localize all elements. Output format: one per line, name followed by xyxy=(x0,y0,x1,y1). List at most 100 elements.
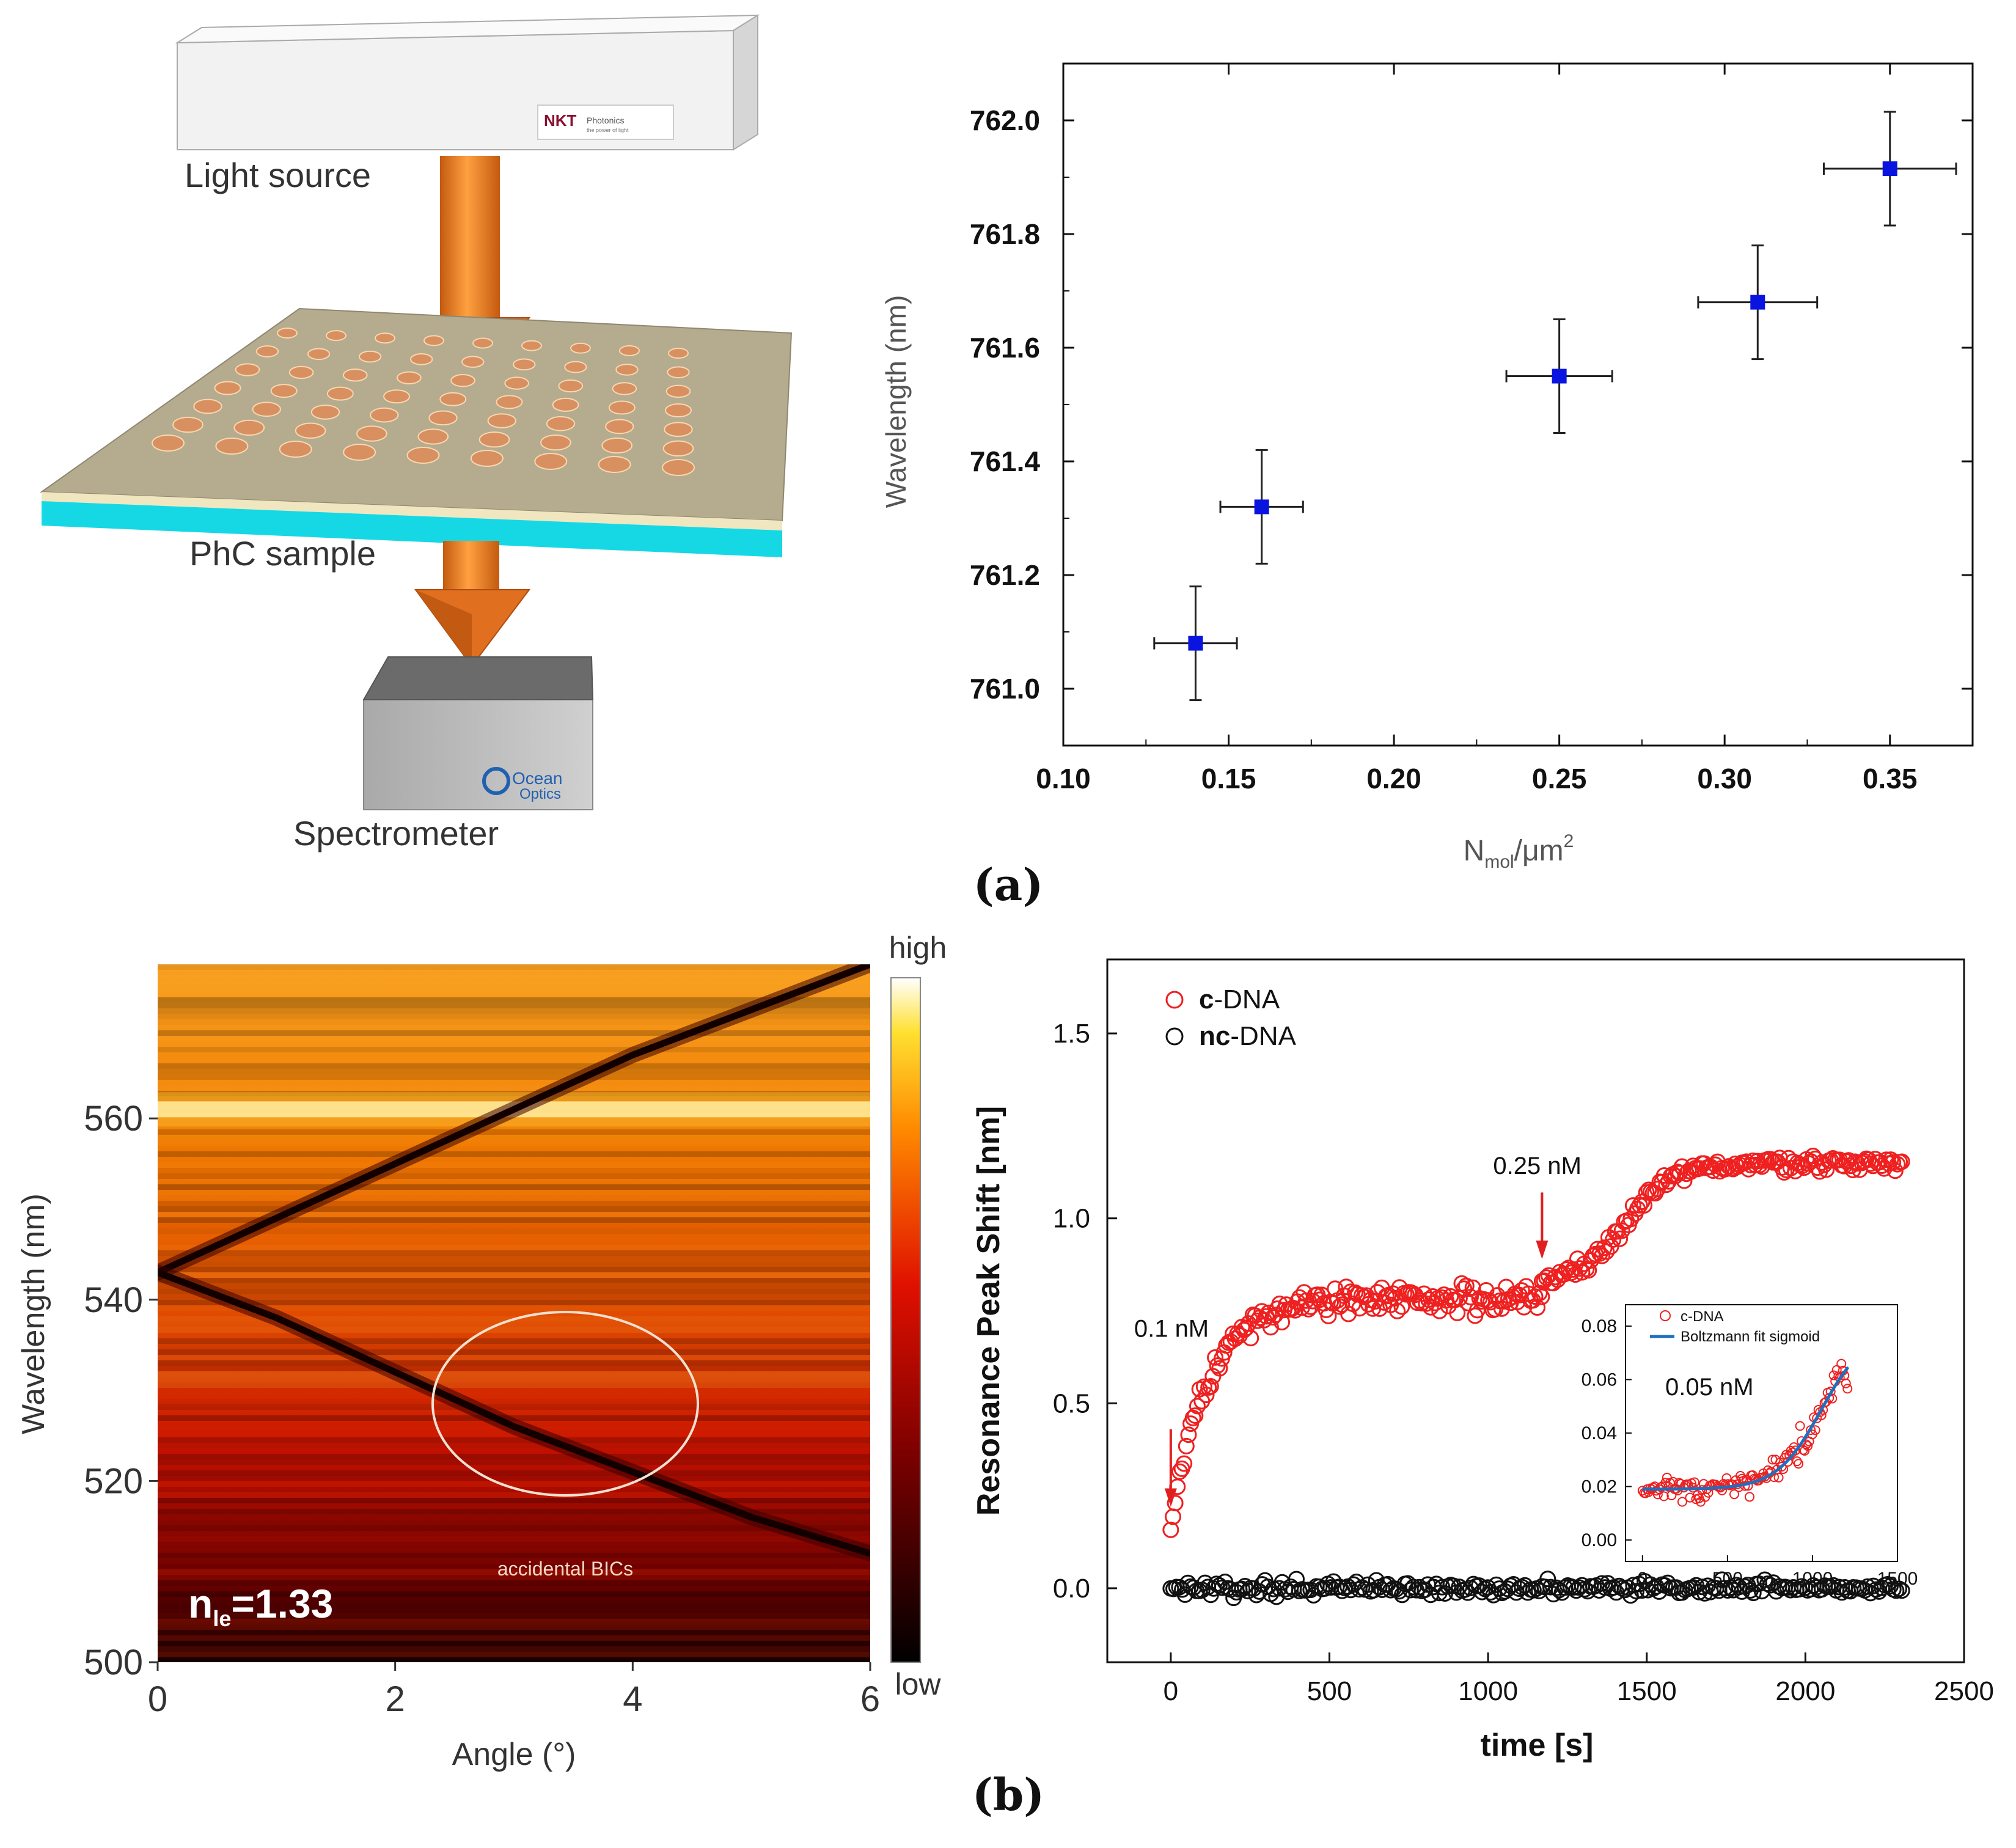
nc-dna-point xyxy=(1525,1582,1542,1599)
x-tick-label: 0.25 xyxy=(1532,763,1587,794)
phc-hole xyxy=(470,450,504,467)
kin-x-tick-label: 500 xyxy=(1307,1676,1352,1706)
heatmap-stripe xyxy=(158,1245,870,1250)
phc-hole xyxy=(558,379,584,393)
annotation-0-25nm: 0.25 nM xyxy=(1493,1153,1582,1179)
nc-dna-point xyxy=(1745,1585,1762,1602)
phc-hole xyxy=(665,384,691,398)
heatmap-stripe xyxy=(158,1047,870,1052)
phc-hole xyxy=(601,437,633,454)
phc-hole xyxy=(326,330,346,342)
c-dna-point xyxy=(1596,1239,1613,1256)
heatmap-stripe xyxy=(158,1481,870,1487)
inset-c-dna-point xyxy=(1803,1441,1813,1451)
phc-hole xyxy=(662,459,695,476)
inset-c-dna-point xyxy=(1795,1421,1805,1431)
inset-x-tick-label: 1500 xyxy=(1877,1569,1918,1589)
inset-c-dna-point xyxy=(1745,1492,1755,1502)
xlabel-sup: 2 xyxy=(1564,831,1574,851)
legend-label-bold: c xyxy=(1199,985,1214,1014)
c-dna-point xyxy=(1351,1300,1368,1317)
heatmap-stripe xyxy=(158,1366,870,1371)
heatmap-ylabel: Wavelength (nm) xyxy=(16,1194,51,1434)
kin-x-tick-label: 2500 xyxy=(1934,1676,1994,1706)
c-dna-point xyxy=(1747,1156,1764,1173)
heatmap-stripe xyxy=(158,1322,870,1327)
heatmap-stripe xyxy=(158,1371,870,1377)
inset-annotation: 0.05 nM xyxy=(1665,1374,1754,1401)
c-dna-point xyxy=(1167,1495,1184,1512)
c-dna-point xyxy=(1462,1289,1479,1306)
heatmap-bands xyxy=(158,964,870,1561)
heatmap-stripe xyxy=(158,1531,870,1536)
c-dna-point xyxy=(1574,1264,1591,1281)
nkt-logo xyxy=(537,105,674,140)
phc-hole xyxy=(496,395,523,409)
phc-hole xyxy=(406,447,440,464)
nc-dna-point xyxy=(1616,1582,1633,1599)
inset-legend-label: c-DNA xyxy=(1681,1308,1724,1325)
c-dna-point xyxy=(1442,1288,1459,1305)
heatmap-stripe xyxy=(158,1333,870,1338)
panel-label-b: (b) xyxy=(972,1769,1044,1821)
heatmap-stripe xyxy=(158,1146,870,1151)
heatmap-stripe xyxy=(158,1261,870,1267)
y-tick-label: 761.6 xyxy=(970,332,1040,364)
y-tick-label: 762.0 xyxy=(970,105,1040,136)
heatmap-stripe xyxy=(158,1454,870,1459)
c-dna-point xyxy=(1473,1293,1490,1310)
phc-hole xyxy=(615,364,639,376)
c-dna-point xyxy=(1580,1262,1597,1279)
phc-hole xyxy=(279,441,312,458)
heatmap-stripe xyxy=(158,1190,870,1195)
angle-resolved-heatmap: accidental BICs nle=1.33 high low Wavele… xyxy=(16,931,947,1772)
c-dna-point xyxy=(1207,1349,1224,1366)
heatmap-stripe xyxy=(158,1498,870,1503)
spectrometer-brand-1: Ocean xyxy=(512,769,563,788)
heatmap-stripe xyxy=(158,1063,870,1069)
heatmap-stripe xyxy=(158,1250,870,1256)
index-sub: le xyxy=(213,1606,231,1631)
heatmap-stripe xyxy=(158,1338,870,1344)
kin-x-tick-label: 0 xyxy=(1164,1676,1178,1706)
c-dna-point xyxy=(1478,1282,1495,1299)
heatmap-stripe xyxy=(158,1289,870,1294)
heatmap-stripe xyxy=(158,1503,870,1509)
phc-hole xyxy=(552,397,579,412)
heat-y-tick-label: 560 xyxy=(84,1099,143,1138)
nc-dna-point xyxy=(1382,1582,1399,1599)
heatmap-stripe xyxy=(158,1030,870,1036)
phc-hole xyxy=(668,348,689,359)
ocean-optics-logo-icon xyxy=(482,767,510,795)
kin-y-tick-label: 1.5 xyxy=(1053,1019,1090,1049)
heatmap-stripe xyxy=(158,1278,870,1283)
legend-label-rest: -DNA xyxy=(1214,985,1280,1014)
phc-hole xyxy=(255,345,279,358)
phc-hole xyxy=(478,431,510,448)
x-tick-label: 0.15 xyxy=(1201,763,1256,794)
heat-y-tick-label: 500 xyxy=(84,1643,143,1682)
c-dna-point xyxy=(1594,1247,1611,1264)
heatmap-stripe xyxy=(158,1305,870,1311)
heatmap-stripe xyxy=(158,1641,870,1646)
heatmap-stripe xyxy=(158,1008,870,1014)
annotation-0-1nm: 0.1 nM xyxy=(1134,1315,1209,1342)
phc-hole xyxy=(472,337,493,349)
phc-hole xyxy=(214,381,241,395)
heatmap-stripe xyxy=(158,1525,870,1531)
phc-hole xyxy=(375,332,395,344)
heatmap-stripe xyxy=(158,1657,870,1662)
phc-hole xyxy=(383,389,411,404)
heatmap-stripe xyxy=(158,1624,870,1630)
heatmap-stripe xyxy=(158,1256,870,1261)
inset-c-dna-point xyxy=(1677,1497,1687,1507)
heatmap-stripe xyxy=(158,1448,870,1454)
phc-hole xyxy=(665,403,692,417)
heatmap-stripe xyxy=(158,1542,870,1547)
heatmap-stripe xyxy=(158,1465,870,1470)
inset-c-dna-point xyxy=(1783,1456,1793,1467)
spectrometer-brand-2: Optics xyxy=(519,786,561,802)
heatmap-stripe xyxy=(158,1294,870,1300)
heatmap-stripe xyxy=(158,1646,870,1652)
heatmap-stripe xyxy=(158,1212,870,1217)
